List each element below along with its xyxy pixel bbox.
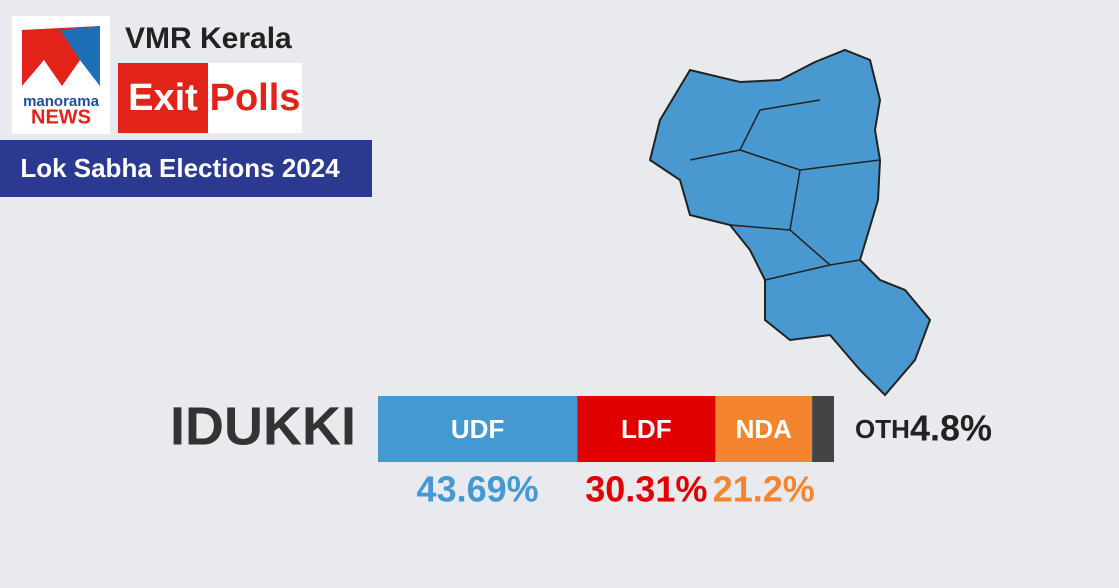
chart-title: IDUKKI	[170, 396, 356, 456]
value-label: 4.8%	[910, 408, 992, 449]
map	[648, 48, 932, 397]
bar-segment	[577, 396, 716, 462]
channel: VMR Kerala	[125, 22, 292, 55]
logo-shape	[60, 26, 100, 86]
logo-text: manorama	[23, 93, 100, 110]
bar-segment	[378, 396, 578, 462]
polls-text: Polls	[210, 77, 301, 119]
bar-segment	[715, 396, 813, 462]
value-label: 21.2%	[713, 469, 815, 510]
bar-segment	[812, 396, 834, 462]
subtitle: Lok Sabha Elections 2024	[20, 153, 340, 183]
segment-label: LDF	[621, 414, 672, 444]
exit-box	[118, 63, 208, 133]
value-label: 43.69%	[417, 469, 539, 510]
value-label: 30.31%	[585, 469, 707, 510]
segment-label: UDF	[451, 414, 504, 444]
polls-box	[208, 63, 302, 133]
segment-label: OTH	[855, 414, 910, 444]
exit-text: Exit	[128, 77, 198, 119]
subtitle-band	[0, 140, 372, 197]
logo-text: NEWS	[31, 106, 91, 128]
segment-label: NDA	[736, 414, 793, 444]
map-border	[689, 99, 881, 281]
